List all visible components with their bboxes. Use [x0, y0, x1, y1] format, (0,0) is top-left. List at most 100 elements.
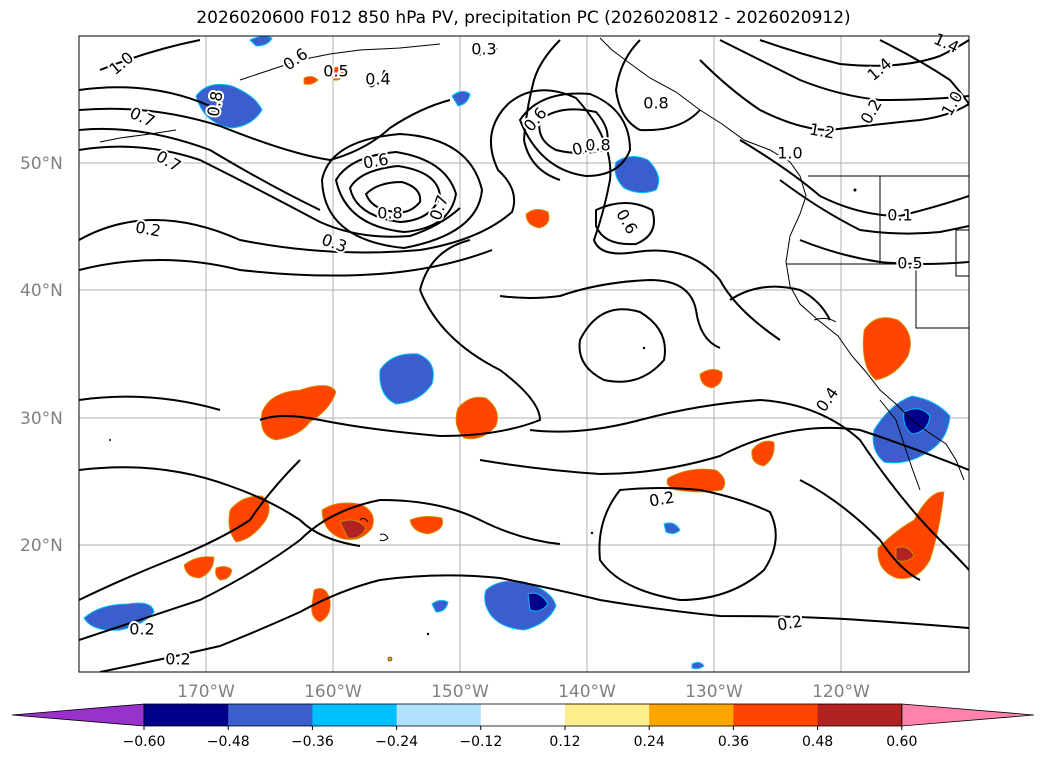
lon-tick: 140°W	[558, 682, 616, 702]
contour-label-halo: 1.0	[777, 144, 802, 163]
contour-label-halo: 0.5	[897, 254, 922, 273]
lon-tick: 160°W	[304, 682, 362, 702]
colorbar-swatch	[144, 704, 229, 726]
contour-label-halo: 0.2	[129, 620, 154, 639]
contour-label: 0.5	[897, 254, 922, 273]
colorbar-frame	[143, 703, 903, 727]
contour-label-halo: 0.5	[323, 62, 348, 81]
contour-label: 0.8	[203, 90, 226, 118]
contour-label: 1.0	[777, 144, 802, 163]
precip-blob	[83, 602, 155, 631]
precip-blob	[525, 209, 550, 229]
contour-label: 0.3	[472, 37, 500, 60]
colorbar-swatch	[396, 704, 482, 726]
contour-label: 0.2	[648, 487, 676, 510]
contour-label-halo: 0.1	[887, 206, 912, 225]
precip-blob	[699, 369, 723, 389]
lon-axis: 170°W 160°W 150°W 140°W 130°W 120°W	[177, 682, 870, 702]
colorbar-tick-label: 0.36	[718, 734, 749, 750]
contour-label-halo: 0.8	[585, 136, 610, 155]
colorbar-tick-label: −0.24	[375, 734, 418, 750]
contour-label: 0.8	[643, 94, 668, 113]
colorbar-swatch	[312, 704, 398, 726]
precip-blob	[903, 408, 931, 435]
colorbar-swatch	[480, 704, 566, 726]
plot-frame	[78, 35, 970, 673]
lat-tick: 20°N	[20, 536, 63, 556]
precip-blob	[311, 587, 331, 623]
contour-label-halo: 0.8	[643, 94, 668, 113]
contour-label-halo: 0.8	[377, 204, 402, 223]
lon-tick: 120°W	[812, 682, 870, 702]
precip-blob	[195, 83, 263, 129]
precip-blob	[751, 440, 775, 467]
precip-blob	[455, 396, 499, 440]
lat-axis: 50°N 40°N 30°N 20°N	[20, 154, 63, 556]
colorbar-tick-label: 0.12	[549, 734, 580, 750]
precip-blob	[249, 36, 273, 47]
contour-label: 1.2	[808, 119, 836, 142]
contour-label: 0.2	[165, 650, 190, 669]
precip-blob	[303, 76, 319, 85]
precip-blob	[691, 661, 705, 670]
colorbar-tick-label: 0.60	[886, 734, 917, 750]
contour-label: 0.8	[377, 204, 402, 223]
colorbar-tick-label: −0.36	[291, 734, 334, 750]
colorbar-swatch	[649, 704, 734, 726]
precip-negative	[83, 36, 951, 670]
precip-blob	[663, 522, 681, 535]
precip-blob	[527, 592, 549, 612]
colorbar-tick-label: −0.12	[459, 734, 502, 750]
pv-contours	[79, 39, 969, 672]
lat-tick: 30°N	[20, 409, 63, 429]
precip-blob	[877, 491, 945, 579]
contour-label: 0.2	[134, 217, 162, 240]
contour-label: 0.6	[362, 149, 390, 172]
contour-label: 0.5	[323, 62, 348, 81]
precip-blob	[183, 556, 215, 579]
contour-label-halo: 0.4	[365, 70, 390, 89]
precip-blob	[614, 156, 660, 194]
lon-tick: 150°W	[431, 682, 489, 702]
colorbar-swatch	[228, 704, 313, 726]
lat-tick: 40°N	[20, 281, 63, 301]
precip-positive	[183, 66, 945, 623]
contour-label: 0.4	[365, 70, 390, 89]
colorbar-tick-label: 0.24	[634, 734, 665, 750]
precip-blob	[431, 599, 449, 613]
gridlines	[79, 36, 969, 672]
contour-label: 0.2	[129, 620, 154, 639]
precip-blob	[260, 385, 337, 441]
contour-label-halo: 0.2	[165, 650, 190, 669]
islands	[109, 188, 857, 662]
precip-blob	[215, 566, 233, 581]
precip-blob	[331, 66, 345, 81]
lon-tick: 170°W	[177, 682, 235, 702]
colorbar-swatch	[565, 704, 650, 726]
lat-tick: 50°N	[20, 154, 63, 174]
colorbar-tick-label: 0.48	[802, 734, 833, 750]
coastlines	[99, 37, 969, 542]
lon-tick: 130°W	[685, 682, 743, 702]
contour-label: 0.8	[585, 136, 610, 155]
precip-blob	[409, 516, 444, 535]
precip-blob	[862, 317, 911, 381]
colorbar-extension-low	[11, 703, 145, 727]
colorbar-extension-high	[901, 703, 1035, 727]
precip-blob	[451, 90, 471, 107]
precip-blob	[339, 519, 367, 539]
contour-label: 0.1	[887, 206, 912, 225]
colorbar-tick-label: −0.60	[123, 734, 166, 750]
contour-label: 0.2	[776, 611, 804, 634]
colorbar-swatch	[817, 704, 903, 726]
plot-area: 1.01.0 0.60.6 0.50.5 0.40.40.30.3 1.41.40.80…	[78, 27, 970, 673]
contour-label-halo: 0.3	[472, 37, 500, 60]
colorbar-tick-label: −0.48	[207, 734, 250, 750]
colorbar-swatch	[733, 704, 819, 726]
precip-blob	[379, 353, 434, 405]
contour-label-halo: 0.3	[471, 40, 496, 59]
colorbar: −0.60 −0.48 −0.36 −0.24 −0.12 0.12 0.24 0.36 0.4…	[11, 703, 1035, 750]
contour-label: 0.3	[471, 40, 496, 59]
precip-blob	[895, 546, 915, 562]
